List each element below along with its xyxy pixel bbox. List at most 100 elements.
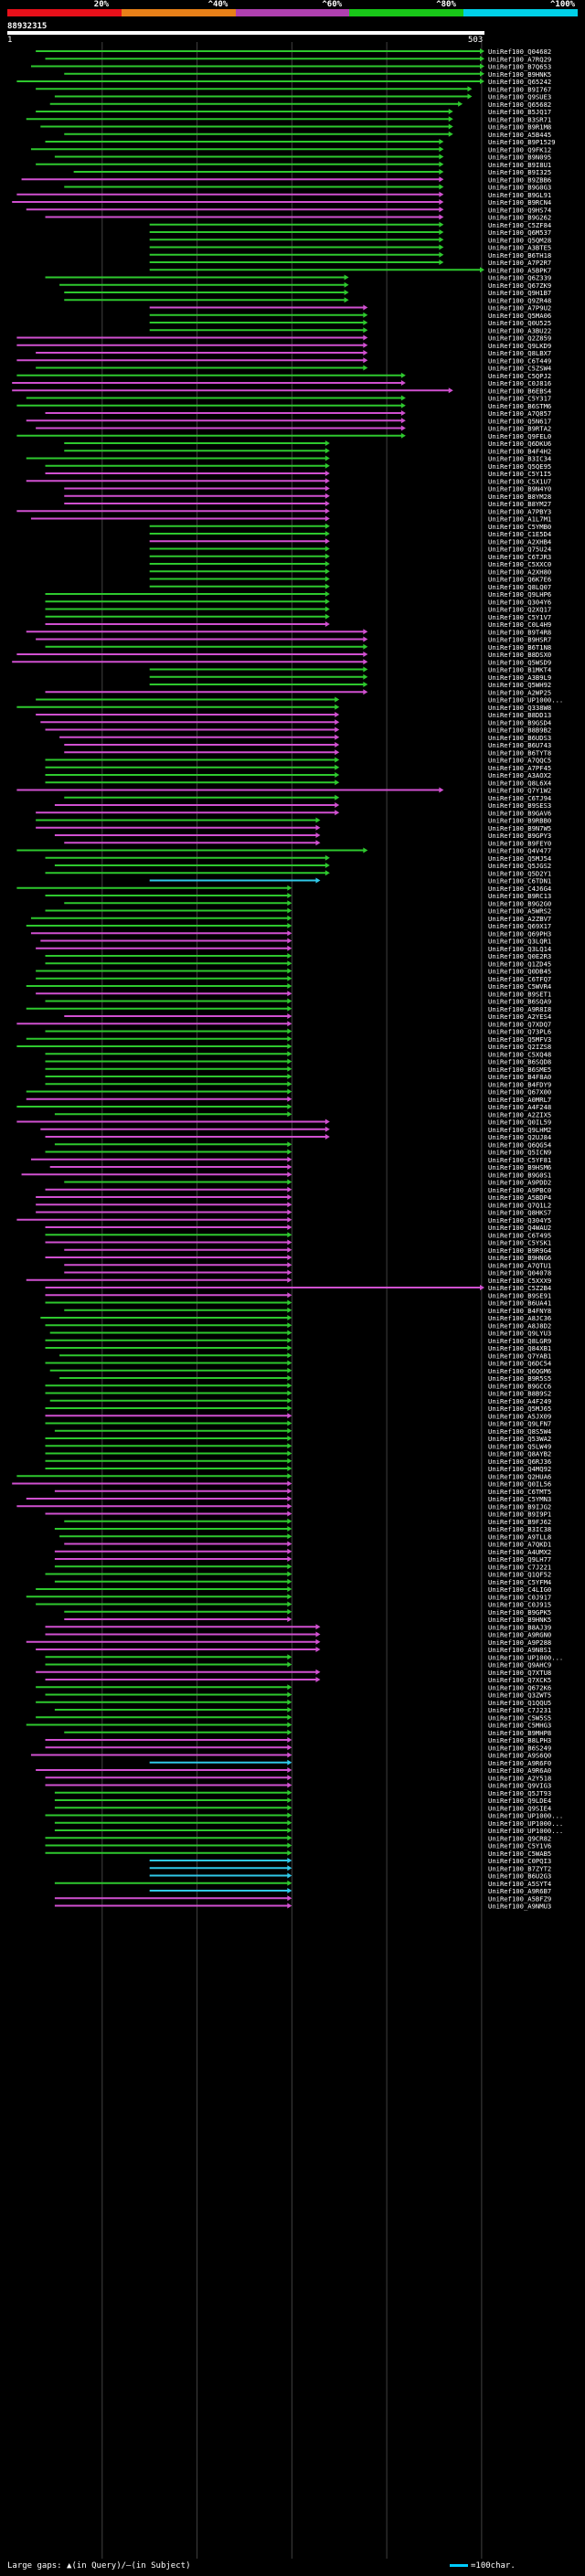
hit-label[interactable]: UniRef100_C4J6G4 [488,885,551,893]
hit-row[interactable]: UniRef100_Q5WH92 [149,681,552,689]
hit-row[interactable]: UniRef100_C5Y1I5 [45,470,552,478]
hit-row[interactable]: UniRef100_A2WP25 [45,688,552,696]
hit-label[interactable]: UniRef100_Q9LFN7 [488,1420,551,1428]
hit-row[interactable]: UniRef100_C5YSK1 [45,1239,552,1247]
hit-row[interactable]: UniRef100_A2YES4 [64,1012,551,1021]
hit-row[interactable]: UniRef100_A9R6B7 [149,1887,552,1895]
hit-row[interactable]: UniRef100_Q5MJ65 [45,1405,552,1413]
hit-row[interactable]: UniRef100_Q3ZWT5 [45,1691,552,1700]
hit-label[interactable]: UniRef100_A7PF45 [488,764,551,772]
hit-label[interactable]: UniRef100_A7Q857 [488,409,551,418]
hit-row[interactable]: UniRef100_Q4V477 [16,847,551,855]
hit-label[interactable]: UniRef100_Q73PL6 [488,1028,551,1036]
hit-row[interactable]: UniRef100_Q9LFN7 [45,1420,552,1428]
hit-label[interactable]: UniRef100_C6T449 [488,356,551,365]
hit-row[interactable]: UniRef100_Q8LBX7 [36,349,551,357]
hit-row[interactable]: UniRef100_B6TYT8 [64,748,551,757]
hit-row[interactable]: UniRef100_Q9ZR48 [64,296,551,304]
hit-label[interactable]: UniRef100_C1E5D4 [488,530,551,538]
hit-row[interactable]: UniRef100_B9SET1 [36,990,551,998]
hit-label[interactable]: UniRef100_B9FEY0 [488,839,551,847]
hit-row[interactable]: UniRef100_Q0E2R3 [45,952,552,960]
hit-label[interactable]: UniRef100_UP1000... [488,1819,563,1828]
hit-row[interactable]: UniRef100_A2XH80 [149,567,552,576]
hit-row[interactable]: UniRef100_Q5LW49 [45,1442,552,1450]
hit-label[interactable]: UniRef100_Q3LQR1 [488,938,551,946]
hit-row[interactable]: UniRef100_B9T4R8 [26,628,551,636]
hit-label[interactable]: UniRef100_Q6DC54 [488,1360,551,1368]
hit-label[interactable]: UniRef100_A7QTU1 [488,1261,551,1269]
hit-label[interactable]: UniRef100_Q5WSD9 [488,658,551,666]
hit-label[interactable]: UniRef100_Q8S5W4 [488,1427,551,1436]
hit-label[interactable]: UniRef100_C5Y1I5 [488,470,551,478]
hit-row[interactable]: UniRef100_Q5QE95 [45,462,552,471]
hit-row[interactable]: UniRef100_A5JX09 [45,1412,552,1420]
hit-label[interactable]: UniRef100_A9PBC0 [488,1186,551,1194]
hit-row[interactable]: UniRef100_A0MRL7 [26,1096,551,1104]
hit-label[interactable]: UniRef100_Q5N617 [488,417,551,425]
hit-label[interactable]: UniRef100_Q1ZD45 [488,959,551,968]
hit-row[interactable]: UniRef100_Q9SUE3 [54,93,551,101]
hit-row[interactable]: UniRef100_B9GSD4 [40,718,551,726]
hit-label[interactable]: UniRef100_B3IC38 [488,1525,551,1533]
hit-row[interactable]: UniRef100_A5BDP4 [36,1193,551,1202]
hit-label[interactable]: UniRef100_Q6QG54 [488,1140,551,1149]
hit-row[interactable]: UniRef100_B6EBS4 [12,387,551,395]
hit-row[interactable]: UniRef100_A1L7M1 [30,515,551,524]
hit-label[interactable]: UniRef100_B5JQ17 [488,108,551,116]
hit-row[interactable]: UniRef100_Q8HKS7 [36,1209,551,1217]
hit-label[interactable]: UniRef100_A3BTE5 [488,244,551,252]
hit-row[interactable]: UniRef100_Q0IL59 [16,1118,551,1127]
hit-label[interactable]: UniRef100_C0J816 [488,379,551,387]
hit-label[interactable]: UniRef100_Q53WA2 [488,1435,551,1443]
hit-label[interactable]: UniRef100_C5XXC0 [488,560,551,568]
hit-label[interactable]: UniRef100_B9N095 [488,154,551,162]
hit-row[interactable]: UniRef100_B9I325 [73,168,552,176]
hit-label[interactable]: UniRef100_Q304Y6 [488,598,551,606]
hit-row[interactable]: UniRef100_B9HSM6 [49,1163,552,1171]
hit-label[interactable]: UniRef100_B9RC13 [488,892,551,900]
hit-row[interactable]: UniRef100_A9S6Q0 [30,1752,551,1760]
hit-label[interactable]: UniRef100_B6SQD8 [488,1058,551,1066]
hit-label[interactable]: UniRef100_C5Z2B4 [488,1284,551,1292]
hit-row[interactable]: UniRef100_C0J915 [36,1601,551,1609]
hit-label[interactable]: UniRef100_B9I325 [488,168,551,176]
hit-label[interactable]: UniRef100_B9SE91 [488,1291,551,1299]
hit-row[interactable]: UniRef100_Q6DKU6 [64,440,551,448]
hit-label[interactable]: UniRef100_B9G2G0 [488,899,551,907]
hit-label[interactable]: UniRef100_B9N4Y0 [488,485,551,493]
hit-row[interactable]: UniRef100_B9P1529 [45,138,556,146]
hit-label[interactable]: UniRef100_B8YM27 [488,500,551,508]
hit-label[interactable]: UniRef100_B6T1N8 [488,643,551,652]
hit-label[interactable]: UniRef100_A9P288 [488,1638,551,1647]
hit-label[interactable]: UniRef100_A9R6F0 [488,1759,551,1767]
hit-row[interactable]: UniRef100_C6TFQ7 [36,975,551,983]
hit-label[interactable]: UniRef100_A1L7M1 [488,515,551,524]
hit-label[interactable]: UniRef100_Q5LW49 [488,1442,551,1450]
hit-label[interactable]: UniRef100_B9RTA2 [488,425,551,433]
hit-label[interactable]: UniRef100_B9GAV6 [488,809,551,817]
hit-label[interactable]: UniRef100_B6EBS4 [488,387,551,395]
hit-label[interactable]: UniRef100_C5Y317 [488,395,551,403]
hit-label[interactable]: UniRef100_A5WRS2 [488,907,551,916]
hit-row[interactable]: UniRef100_C5YMN3 [26,1495,551,1503]
hit-label[interactable]: UniRef100_B4F8A0 [488,1073,551,1081]
hit-row[interactable]: UniRef100_Q9FEL0 [16,432,551,440]
hit-row[interactable]: UniRef100_Q9VIG3 [45,1782,552,1790]
hit-label[interactable]: UniRef100_B4FDY9 [488,1080,551,1088]
hit-row[interactable]: UniRef100_A7RQ29 [45,55,552,63]
hit-label[interactable]: UniRef100_C0J917 [488,1593,551,1601]
hit-row[interactable]: UniRef100_C5Y1V7 [45,613,552,621]
hit-label[interactable]: UniRef100_A7P9U2 [488,304,551,313]
hit-row[interactable]: UniRef100_C0J917 [26,1593,551,1601]
hit-row[interactable]: UniRef100_Q67X00 [26,1088,551,1097]
hit-label[interactable]: UniRef100_B9G0S1 [488,1171,551,1179]
hit-label[interactable]: UniRef100_B6UDS3 [488,734,551,742]
hit-row[interactable]: UniRef100_Q5D2Y1 [45,869,552,877]
hit-label[interactable]: UniRef100_B8B9B2 [488,726,551,735]
hit-row[interactable]: UniRef100_B9SES3 [54,801,551,810]
hit-row[interactable]: UniRef100_Q6RJ36 [45,1458,552,1466]
hit-label[interactable]: UniRef100_Q9AHC9 [488,1661,551,1670]
hit-label[interactable]: UniRef100_B9R9G4 [488,1246,551,1255]
hit-row[interactable]: UniRef100_B6UA41 [45,1299,552,1308]
